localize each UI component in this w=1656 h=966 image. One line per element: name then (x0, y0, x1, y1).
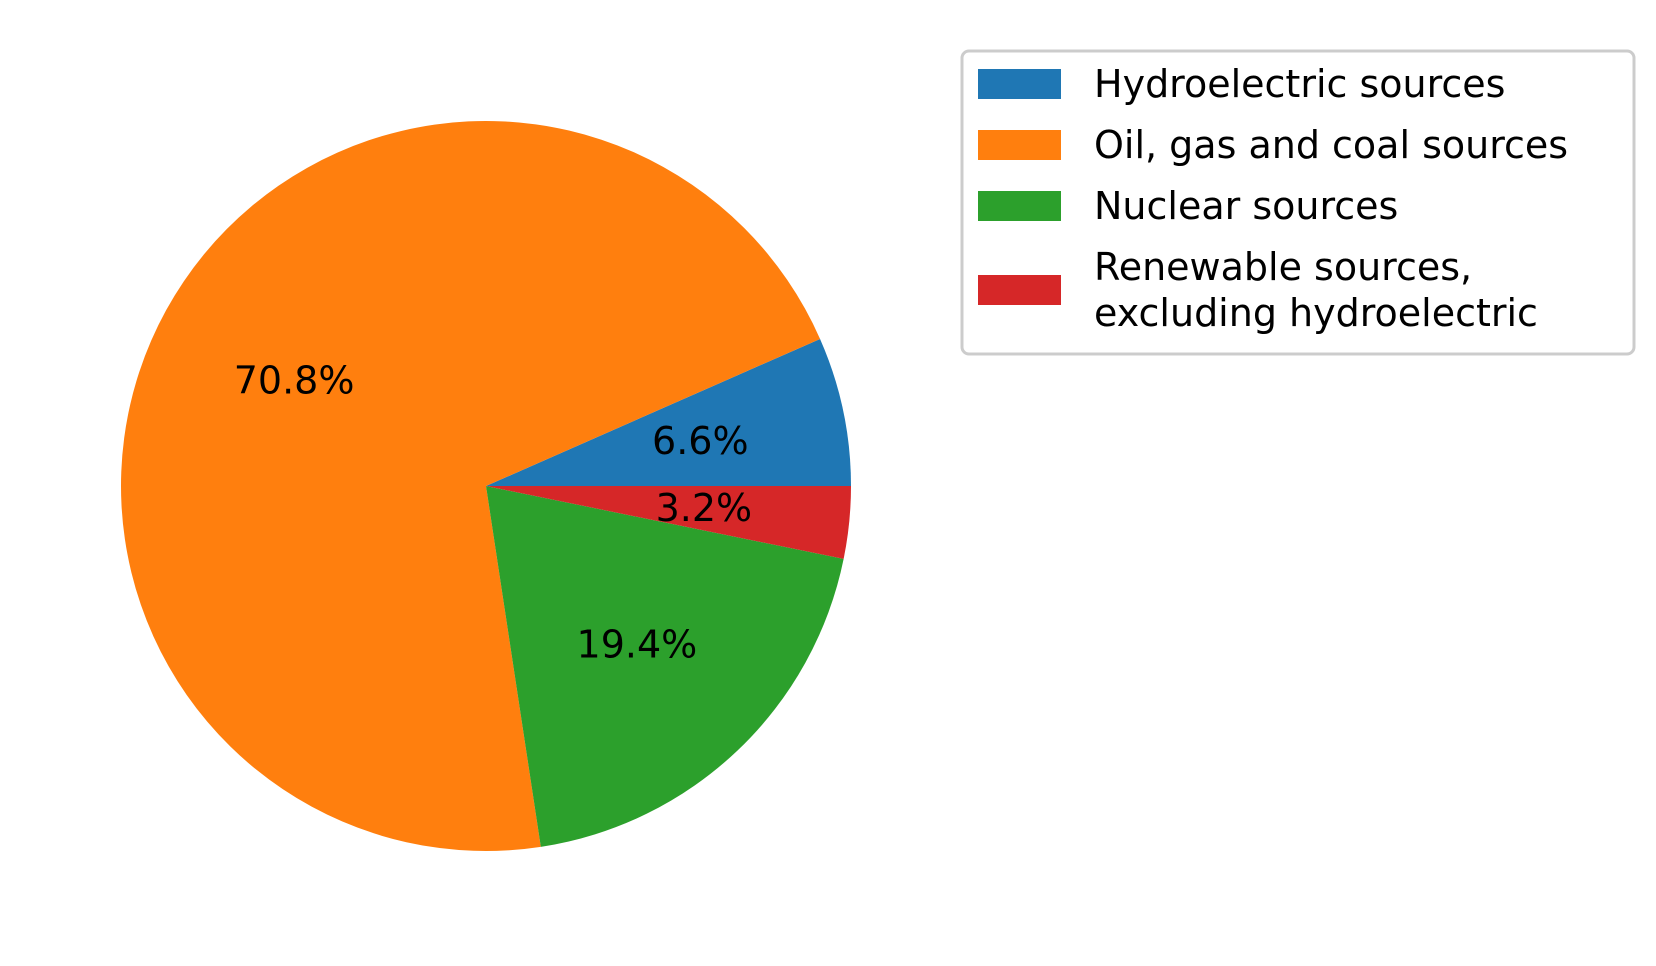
legend-items: Hydroelectric sources Oil, gas and coal s… (978, 62, 1568, 335)
pie-slice-hydroelectric-sources (486, 338, 851, 486)
legend-swatch-nuclear-sources (978, 191, 1061, 221)
legend-label-oil-gas-and-coal-sources: Oil, gas and coal sources (1094, 123, 1568, 167)
pie-slice-oil-gas-and-coal-sources (121, 121, 821, 852)
legend: Hydroelectric sources Oil, gas and coal s… (960, 49, 1636, 356)
legend-swatch-hydroelectric-sources (978, 69, 1061, 99)
legend-item-nuclear-sources: Nuclear sources (978, 184, 1398, 228)
pie-percent-label-oil-gas-and-coal-sources: 70.8% (234, 358, 355, 402)
pie-slices (121, 121, 851, 852)
pie-slice-renewable-sources-excluding-hydroelectric (486, 486, 851, 559)
legend-frame (960, 49, 1636, 356)
legend-item-oil-gas-and-coal-sources: Oil, gas and coal sources (978, 123, 1568, 167)
legend-label-nuclear-sources: Nuclear sources (1094, 184, 1398, 228)
pie-slice-nuclear-sources (486, 486, 844, 847)
pie-percent-labels: 6.6% 70.8% 19.4% 3.2% (234, 358, 752, 666)
pie-percent-label-renewable-sources-excluding-hydroelectric: 3.2% (656, 486, 753, 530)
legend-item-hydroelectric-sources: Hydroelectric sources (978, 62, 1505, 106)
pie-percent-label-nuclear-sources: 19.4% (577, 623, 698, 667)
legend-label-hydroelectric-sources: Hydroelectric sources (1094, 62, 1505, 106)
legend-item-renewable-sources-excluding-hydroelectric: Renewable sources, excluding hydroelectri… (978, 245, 1538, 335)
legend-label-renewable-sources-excluding-hydroelectric: Renewable sources, excluding hydroelectri… (1094, 245, 1538, 335)
pie-percent-label-hydroelectric-sources: 6.6% (652, 419, 749, 463)
legend-swatch-oil-gas-and-coal-sources (978, 130, 1061, 160)
legend-swatch-renewable-sources-excluding-hydroelectric (978, 275, 1061, 305)
